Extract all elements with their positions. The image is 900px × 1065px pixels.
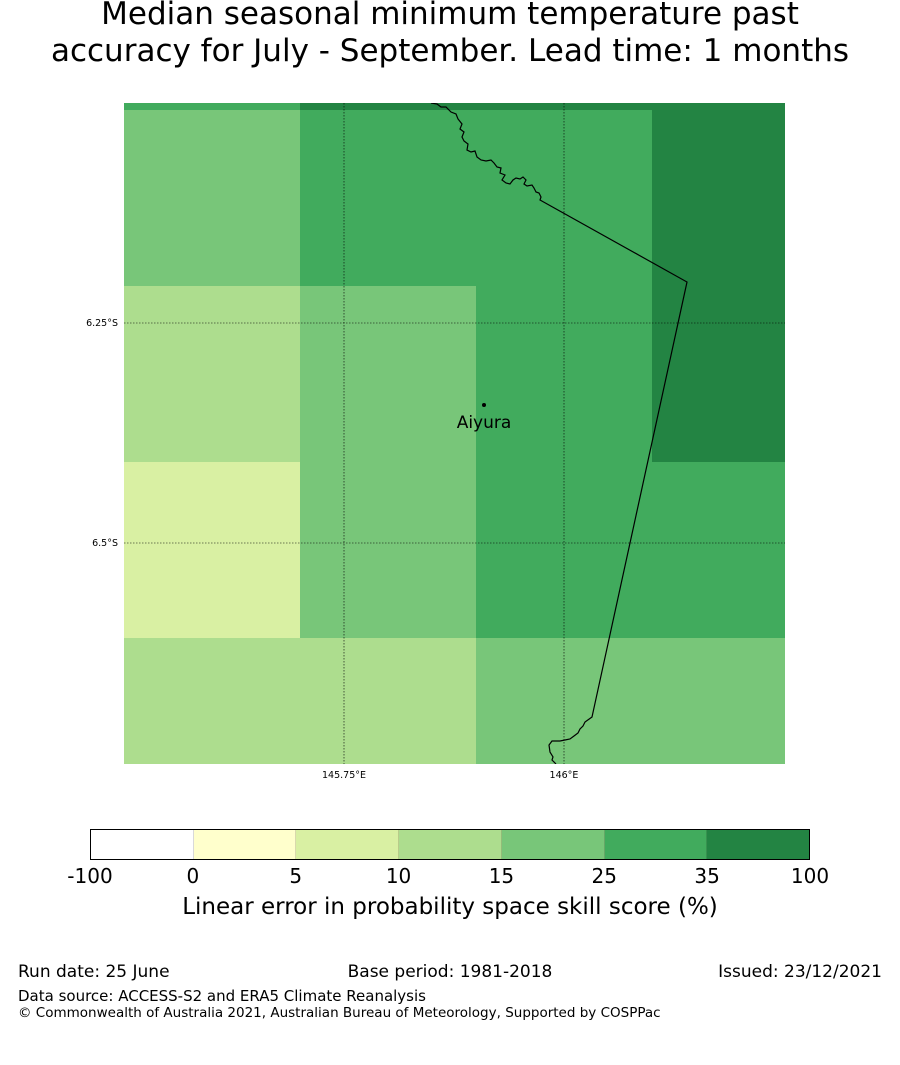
colorbar-swatch — [193, 830, 297, 859]
grid-cell — [300, 638, 476, 764]
lon-label-146e: 146°E — [550, 770, 579, 781]
colorbar-swatch — [296, 830, 400, 859]
grid-cell — [300, 286, 476, 462]
grid-cell — [124, 286, 300, 462]
grid-cell — [124, 462, 300, 638]
base-period: Base period: 1981-2018 — [347, 962, 553, 982]
grid-cell — [124, 110, 300, 286]
colorbar-swatch — [91, 830, 194, 859]
grid-cell — [300, 462, 476, 638]
gridlines — [124, 103, 785, 764]
colorbar-tick-label: -100 — [67, 864, 113, 888]
grid-cell — [652, 110, 785, 286]
skill-score-map: Aiyura 6.25°S 6.5°S 145.75°E 146°E — [86, 103, 785, 781]
map-title: Median seasonal minimum temperature past… — [50, 0, 850, 69]
colorbar-tick-label: 35 — [694, 864, 720, 888]
grid-cell — [652, 638, 785, 764]
colorbar-swatch — [707, 830, 810, 859]
colorbar-tick-label: 25 — [591, 864, 618, 888]
colorbar-tick-label: 15 — [488, 864, 515, 888]
colorbar — [90, 829, 810, 860]
grid-cell — [124, 103, 300, 110]
grid-cell — [652, 103, 785, 110]
issued-date: Issued: 23/12/2021 — [718, 962, 882, 982]
lat-label-6-5s: 6.5°S — [92, 538, 118, 549]
coastline-border — [430, 103, 688, 764]
colorbar-swatch — [604, 830, 708, 859]
grid-cell — [300, 103, 476, 110]
colorbar-label: Linear error in probability space skill … — [182, 894, 718, 920]
grid-cell — [652, 286, 785, 462]
grid-cell — [124, 638, 300, 764]
aiyura-location-marker — [482, 403, 486, 407]
skill-grid-cells — [124, 103, 785, 764]
copyright: © Commonwealth of Australia 2021, Austra… — [18, 1005, 661, 1021]
colorbar-tick-label: 0 — [186, 864, 200, 888]
data-source: Data source: ACCESS-S2 and ERA5 Climate … — [18, 987, 426, 1005]
lat-label-6-25s: 6.25°S — [86, 318, 118, 329]
aiyura-label: Aiyura — [457, 413, 512, 433]
colorbar-tick-label: 100 — [790, 864, 830, 888]
grid-cell — [300, 110, 476, 286]
colorbar-tick-label: 10 — [385, 864, 412, 888]
run-date: Run date: 25 June — [18, 962, 170, 982]
lon-label-145-75e: 145.75°E — [322, 770, 366, 781]
colorbar-swatch — [501, 830, 605, 859]
colorbar-swatch — [399, 830, 502, 859]
colorbar-tick-label: 5 — [289, 864, 303, 888]
grid-cell — [652, 462, 785, 638]
